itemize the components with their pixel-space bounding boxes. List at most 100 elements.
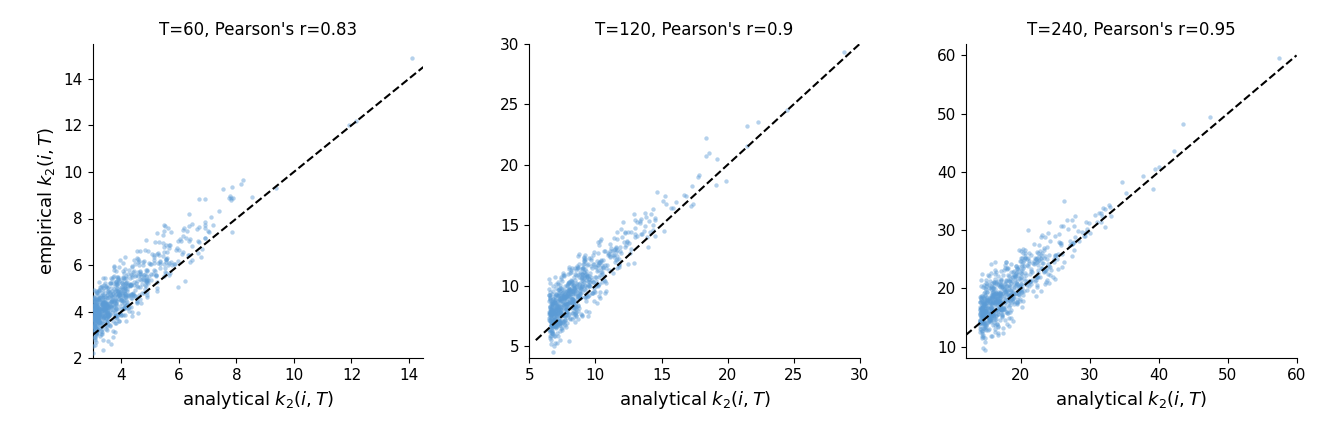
Point [986,279,1007,286]
Point [576,277,597,284]
Point [971,312,992,319]
Point [89,304,110,311]
Point [98,312,119,319]
Point [572,271,593,278]
Point [553,272,574,279]
Point [576,274,597,281]
Point [114,305,135,312]
Point [971,305,992,312]
Point [980,294,1002,301]
Point [574,256,595,263]
Point [136,294,157,301]
Point [1028,257,1049,264]
Point [94,323,115,329]
Point [1073,232,1094,239]
Point [568,284,589,291]
Point [579,274,601,281]
Point [1057,225,1078,232]
Point [147,260,168,267]
Point [97,301,118,308]
Point [83,296,105,303]
Point [972,315,994,322]
Point [618,260,639,267]
Point [995,280,1016,287]
Point [976,295,998,302]
Point [970,318,991,325]
Point [995,276,1016,283]
Point [124,260,146,267]
Point [114,305,135,312]
Point [992,324,1013,331]
Point [550,284,572,291]
Point [95,325,116,332]
Point [581,256,602,263]
Point [577,292,598,299]
Point [101,288,122,295]
Point [545,312,566,319]
Point [984,298,1005,305]
Point [1003,295,1024,302]
Point [552,293,573,300]
Point [560,269,581,276]
Point [552,285,573,292]
Point [120,281,142,288]
Point [569,260,590,267]
Point [107,274,128,281]
Point [542,317,564,324]
Point [568,291,589,298]
Point [93,293,114,300]
Point [565,311,586,318]
Point [1008,246,1029,253]
Point [635,214,656,221]
Point [558,338,579,345]
Point [562,288,583,295]
Point [545,290,566,297]
Point [613,219,634,226]
Point [987,298,1008,305]
Point [89,319,110,326]
Point [115,303,136,310]
Point [131,281,152,288]
Point [540,307,561,314]
Point [578,275,599,282]
Point [577,272,598,279]
Point [980,316,1002,323]
Point [991,313,1012,320]
Point [93,314,114,321]
Point [552,320,573,327]
Point [549,298,570,305]
Point [615,229,636,236]
Point [85,319,106,326]
Point [1012,291,1033,298]
Point [538,291,560,298]
Point [979,284,1000,291]
Point [102,290,123,297]
Point [120,304,142,311]
Point [550,309,572,316]
Point [609,260,630,267]
Point [565,306,586,313]
Point [987,288,1008,295]
Point [118,291,139,298]
Point [982,301,1003,308]
Point [94,309,115,316]
Point [1020,268,1041,275]
Point [83,317,105,324]
Point [1016,281,1037,288]
Point [987,297,1008,304]
Point [85,308,106,315]
Point [541,322,562,329]
Point [990,306,1011,313]
Point [1060,238,1081,245]
Point [982,332,1003,339]
Point [1016,287,1037,294]
Point [998,277,1019,284]
Point [996,259,1017,266]
Point [1024,260,1045,267]
Point [108,295,130,302]
Point [990,281,1011,288]
Point [86,287,107,294]
Point [101,293,122,300]
Point [984,270,1005,277]
Point [594,289,615,296]
